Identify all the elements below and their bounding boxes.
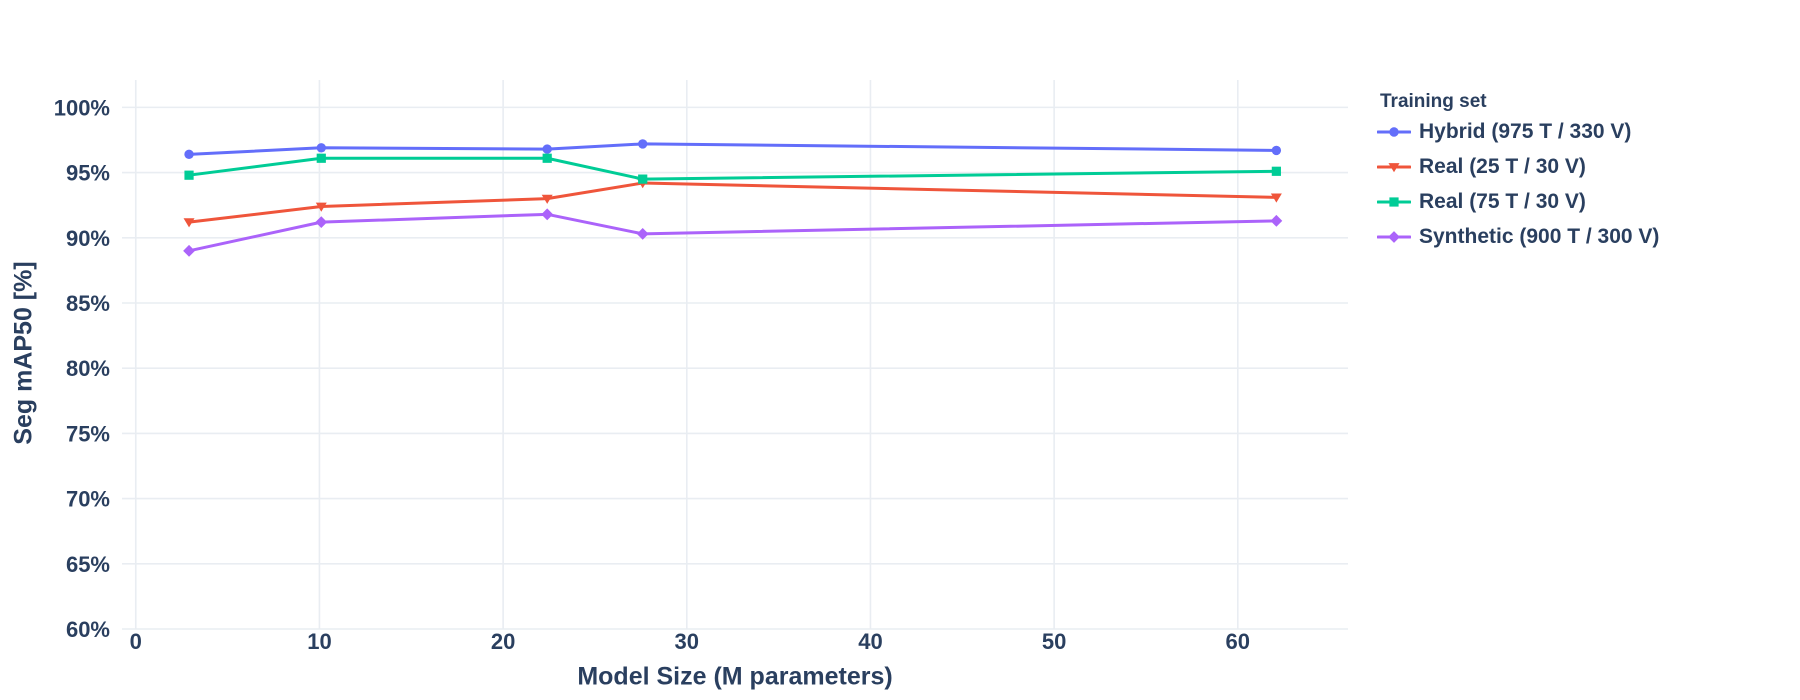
y-tick-label: 95% xyxy=(66,161,110,186)
series-line-3 xyxy=(187,212,1278,253)
legend-marker-real-25-icon xyxy=(1377,162,1411,172)
data-point-marker-2 xyxy=(184,170,194,180)
data-point-marker-0 xyxy=(184,149,194,160)
data-point-marker-1 xyxy=(541,194,553,204)
data-point-marker-0 xyxy=(638,139,648,149)
legend: Training set Hybrid (975 T / 330 V) Real… xyxy=(1377,90,1659,254)
y-tick-label: 80% xyxy=(66,356,110,381)
legend-marker xyxy=(1389,196,1399,207)
series-line-1 xyxy=(187,181,1278,224)
legend-marker xyxy=(1389,126,1399,137)
x-tick-label: 50 xyxy=(1042,629,1066,654)
x-tick-label: 40 xyxy=(858,629,882,654)
x-tick-label: 10 xyxy=(307,629,331,654)
legend-item-real-75[interactable]: Real (75 T / 30 V) xyxy=(1377,184,1659,219)
legend-marker-hybrid-icon xyxy=(1377,126,1411,137)
legend-label-hybrid: Hybrid (975 T / 330 V) xyxy=(1419,119,1632,143)
legend-item-real-25[interactable]: Real (25 T / 30 V) xyxy=(1377,149,1659,184)
y-tick-label: 60% xyxy=(66,617,110,642)
x-tick-label: 20 xyxy=(491,629,515,654)
data-point-marker-1 xyxy=(315,202,327,212)
data-point-marker-3 xyxy=(1270,214,1283,227)
legend-marker-synthetic-icon xyxy=(1377,230,1411,243)
y-tick-label: 100% xyxy=(54,95,110,120)
y-tick-label: 65% xyxy=(66,552,110,577)
data-point-marker-2 xyxy=(316,153,326,163)
data-point-marker-3 xyxy=(315,216,328,229)
legend-marker xyxy=(1388,162,1400,172)
y-tick-label: 85% xyxy=(66,291,110,316)
data-point-marker-0 xyxy=(542,144,552,154)
y-tick-label: 75% xyxy=(66,421,110,446)
legend-label-real-75: Real (75 T / 30 V) xyxy=(1419,189,1586,213)
x-tick-label: 0 xyxy=(130,629,142,654)
legend-item-hybrid[interactable]: Hybrid (975 T / 330 V) xyxy=(1377,114,1659,149)
legend-marker xyxy=(1388,230,1400,243)
data-point-marker-3 xyxy=(636,227,649,240)
y-tick-label: 90% xyxy=(66,226,110,251)
legend-marker-real-75-icon xyxy=(1377,196,1411,207)
data-point-marker-2 xyxy=(1271,166,1281,176)
y-tick-label: 70% xyxy=(66,487,110,512)
data-point-marker-1 xyxy=(1270,193,1282,203)
y-axis-title: Seg mAP50 [%] xyxy=(9,261,38,445)
data-point-marker-3 xyxy=(183,244,195,257)
data-point-marker-2 xyxy=(542,153,552,163)
legend-item-synthetic[interactable]: Synthetic (900 T / 300 V) xyxy=(1377,219,1659,254)
x-axis-title: Model Size (M parameters) xyxy=(577,662,893,691)
data-point-marker-0 xyxy=(316,143,326,153)
data-point-marker-3 xyxy=(541,208,554,221)
x-tick-label: 30 xyxy=(675,629,699,654)
x-tick-label: 60 xyxy=(1226,629,1250,654)
legend-label-real-25: Real (25 T / 30 V) xyxy=(1419,154,1586,178)
data-point-marker-1 xyxy=(183,218,195,228)
data-point-marker-0 xyxy=(1271,145,1282,156)
series-line-0 xyxy=(187,142,1278,156)
legend-label-synthetic: Synthetic (900 T / 300 V) xyxy=(1419,224,1660,248)
series-line-2 xyxy=(187,156,1278,181)
data-point-marker-2 xyxy=(638,174,648,184)
legend-title: Training set xyxy=(1380,91,1487,112)
